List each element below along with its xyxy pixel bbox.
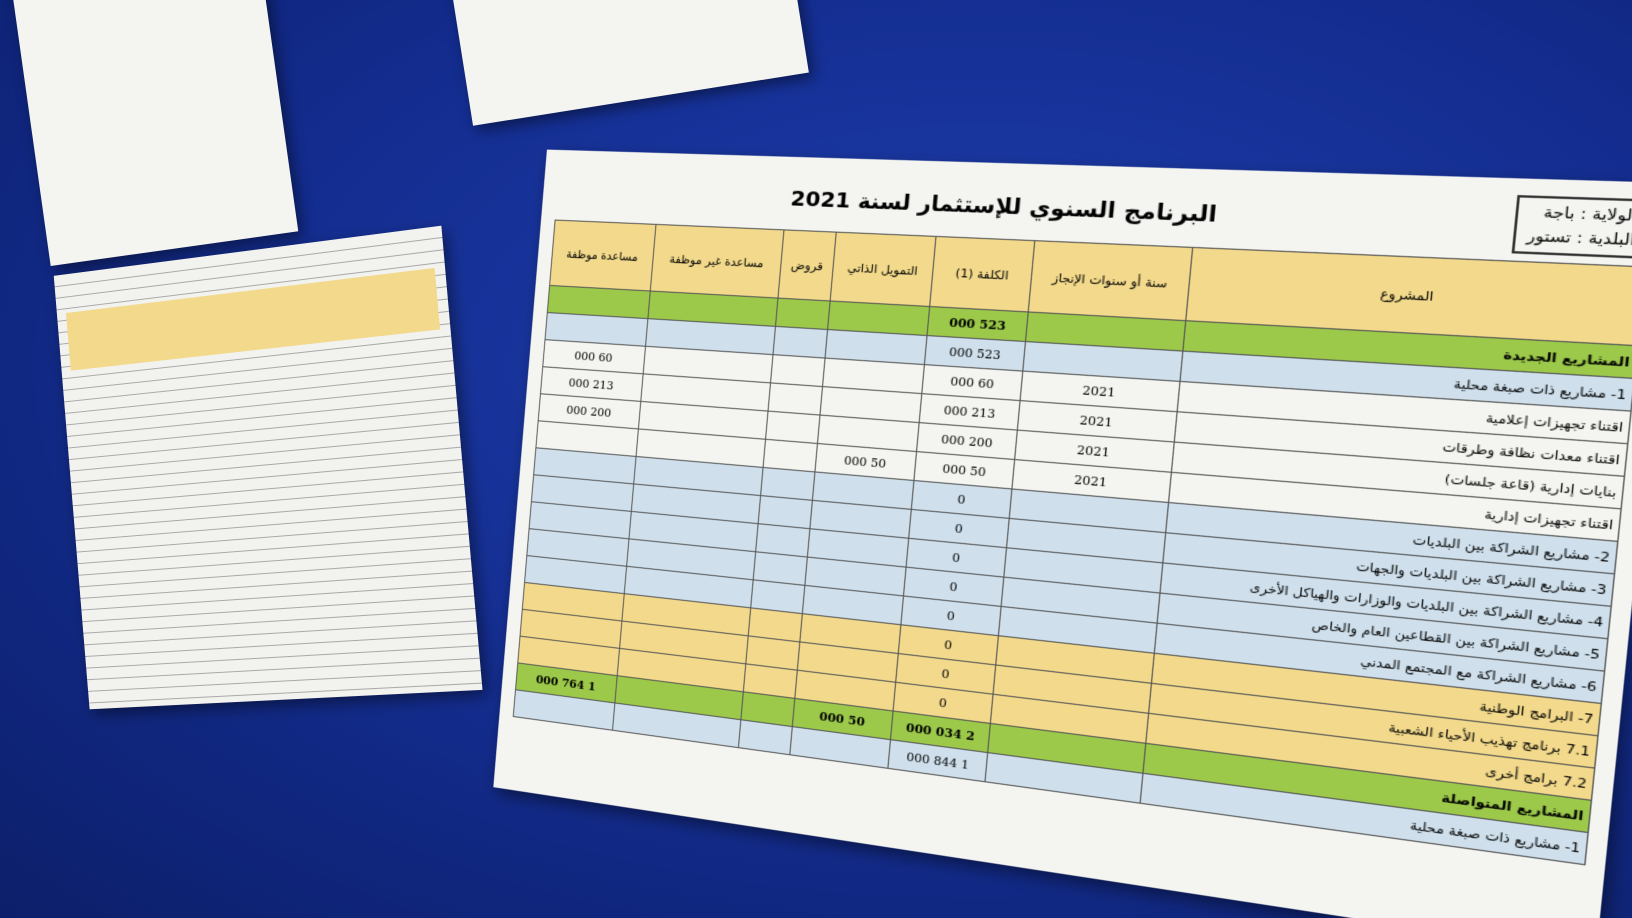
location: الولاية : باجة البلدية : تستور [1512, 195, 1632, 259]
governorate: الولاية : باجة [1528, 201, 1632, 228]
investment-table: المشروع سنة أو سنوات الإنجاز الكلفة (1) الت… [513, 220, 1632, 866]
column-header: قروض [778, 230, 836, 301]
empty-cell [771, 355, 825, 387]
scene: الولاية : باجة البلدية : تستور البرنامج … [0, 0, 1632, 918]
column-header: مساعدة موظفة [550, 220, 656, 291]
empty-cell [739, 720, 792, 755]
empty-cell [776, 298, 830, 329]
document: الولاية : باجة البلدية : تستور البرنامج … [493, 150, 1632, 918]
paper-sheet [451, 0, 809, 126]
municipality: البلدية : تستور [1526, 225, 1632, 253]
column-header: الكلفة (1) [930, 236, 1036, 312]
empty-cell [763, 439, 817, 472]
table-body: المشاريع الجديدة 523 000 1- مشاريع ذات صبغ… [513, 285, 1632, 864]
header-band [66, 268, 440, 371]
empty-cell [766, 411, 820, 443]
paper-sheet [54, 226, 483, 710]
column-header: سنة أو سنوات الإنجاز [1029, 241, 1192, 321]
column-header: مساعدة غير موظفة [650, 224, 784, 298]
empty-cell [773, 326, 827, 358]
column-header: التمويل الذاتي [830, 232, 936, 306]
paper-sheet [12, 0, 299, 266]
empty-cell [768, 383, 822, 415]
